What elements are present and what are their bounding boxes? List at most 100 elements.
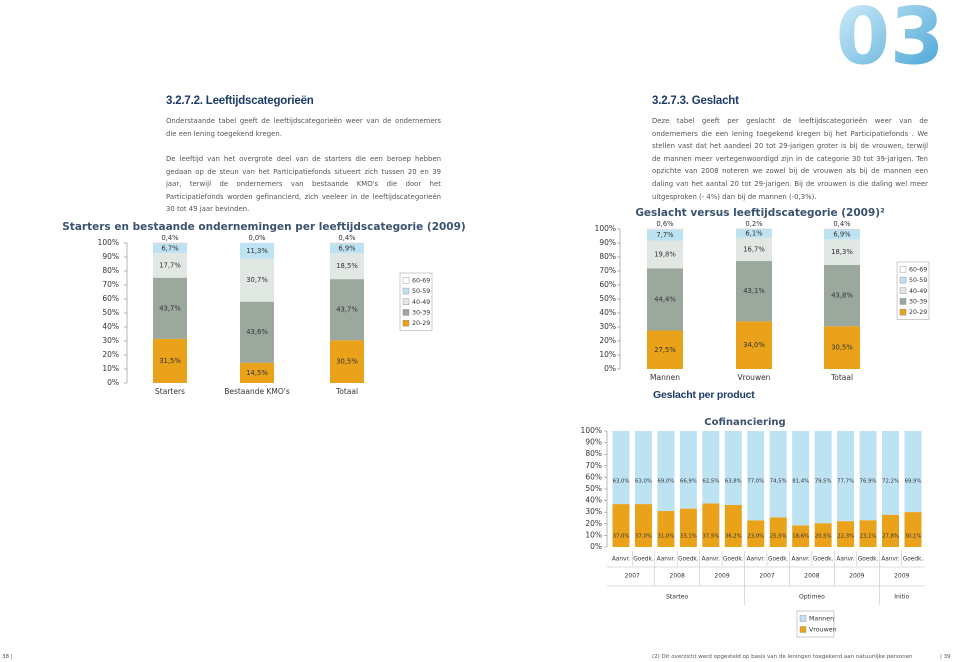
value-label: 19,8% bbox=[654, 250, 676, 258]
value-label: 25,5% bbox=[770, 534, 787, 540]
bar-segment bbox=[859, 431, 877, 521]
x-tick-label: Totaal bbox=[830, 373, 853, 382]
bar-segment bbox=[240, 242, 274, 259]
legend-label: 20-29 bbox=[412, 320, 430, 327]
bar-segment bbox=[824, 239, 860, 265]
paragraph: Deze tabel geeft per geslacht de leeftij… bbox=[652, 117, 928, 201]
y-tick-label: 70% bbox=[599, 266, 616, 275]
value-label: 16,7% bbox=[743, 245, 765, 253]
bar-segment bbox=[330, 340, 364, 383]
page-number: 38 | bbox=[2, 654, 13, 660]
legend-label: 40-49 bbox=[412, 299, 430, 306]
bar-segment bbox=[736, 237, 772, 262]
bar-segment bbox=[240, 301, 274, 363]
value-label: 0,2% bbox=[745, 220, 763, 228]
y-tick-label: 20% bbox=[102, 350, 119, 359]
value-label: 36,2% bbox=[725, 534, 742, 540]
legend-swatch bbox=[899, 287, 907, 294]
legend-swatch bbox=[402, 298, 410, 305]
value-label: 17,7% bbox=[159, 261, 181, 269]
program-label: Starteo bbox=[666, 594, 688, 601]
sub-heading: Geslacht per product bbox=[653, 389, 755, 401]
year-label: 2008 bbox=[670, 573, 685, 580]
x-tick-label: Aanvr. bbox=[881, 557, 899, 563]
legend-label: 20-29 bbox=[909, 309, 927, 316]
bar-segment bbox=[702, 431, 720, 504]
value-label: 6,1% bbox=[745, 229, 763, 237]
legend-label: 30-39 bbox=[412, 309, 430, 316]
bar-segment bbox=[330, 243, 364, 254]
value-label: 14,5% bbox=[246, 369, 268, 377]
value-label: 69,9% bbox=[905, 479, 922, 485]
x-tick-label: Mannen bbox=[650, 373, 680, 382]
paragraph: Onderstaande tabel geeft de leeftijdscat… bbox=[166, 117, 441, 138]
bar-segment bbox=[859, 520, 877, 547]
chapter-number: 03 bbox=[836, 0, 945, 82]
y-tick-label: 0% bbox=[590, 542, 602, 551]
y-tick-label: 20% bbox=[599, 336, 616, 345]
program-label: Optimeo bbox=[799, 594, 825, 601]
legend-label: 60-69 bbox=[412, 277, 430, 284]
y-tick-label: 40% bbox=[585, 496, 602, 505]
x-tick-label: Goedk. bbox=[813, 557, 834, 563]
x-tick-label: Aanvr. bbox=[702, 557, 720, 563]
y-tick-label: 100% bbox=[595, 224, 616, 233]
section-heading: 3.2.7.3. Geslacht bbox=[652, 95, 739, 107]
bar-segment bbox=[153, 252, 187, 278]
x-tick-label: Totaal bbox=[335, 387, 358, 396]
legend-label: Vrouwen bbox=[809, 627, 837, 634]
value-label: 63,0% bbox=[635, 479, 652, 485]
paragraph: De leeftijd van het overgrote deel van d… bbox=[166, 155, 441, 214]
y-tick-label: 0% bbox=[604, 364, 616, 373]
y-tick-label: 30% bbox=[599, 322, 616, 331]
bar-segment bbox=[814, 431, 832, 524]
y-tick-label: 60% bbox=[585, 472, 602, 481]
value-label: 77,0% bbox=[747, 479, 764, 485]
value-label: 43,8% bbox=[831, 292, 853, 300]
bar-segment bbox=[240, 258, 274, 302]
value-label: 6,9% bbox=[833, 231, 851, 239]
legend-label: 60-69 bbox=[909, 266, 927, 273]
bar-segment bbox=[736, 261, 772, 322]
section-heading: 3.2.7.2. Leeftijdscategorieën bbox=[166, 95, 314, 107]
y-tick-label: 10% bbox=[599, 350, 616, 359]
bar-segment bbox=[634, 431, 652, 505]
value-label: 0,0% bbox=[248, 234, 266, 242]
y-tick-label: 80% bbox=[102, 266, 119, 275]
x-tick-label: Bestaande KMO's bbox=[224, 387, 290, 396]
bar-segment bbox=[153, 243, 187, 253]
value-label: 31,5% bbox=[159, 357, 181, 365]
bar-segment bbox=[329, 242, 365, 244]
bar-segment bbox=[837, 521, 855, 547]
bar-segment bbox=[153, 338, 187, 383]
y-tick-label: 60% bbox=[599, 280, 616, 289]
year-label: 2009 bbox=[849, 573, 864, 580]
year-label: 2007 bbox=[759, 573, 774, 580]
value-label: 43,7% bbox=[159, 304, 181, 312]
bar-segment bbox=[823, 228, 861, 230]
bar-segment bbox=[736, 321, 772, 369]
value-label: 18,6% bbox=[792, 534, 809, 540]
value-label: 37,0% bbox=[635, 534, 652, 540]
value-label: 30,5% bbox=[336, 358, 358, 366]
value-label: 43,1% bbox=[743, 287, 765, 295]
value-label: 43,6% bbox=[246, 328, 268, 336]
bar-segment bbox=[647, 268, 683, 331]
bar-segment bbox=[679, 431, 697, 509]
value-label: 7,7% bbox=[656, 231, 674, 239]
bar-segment bbox=[646, 228, 684, 231]
value-label: 6,9% bbox=[338, 244, 356, 252]
chart-title: Starters en bestaande ondernemingen per … bbox=[62, 221, 465, 233]
value-label: 30,5% bbox=[831, 344, 853, 352]
value-label: 37,5% bbox=[702, 534, 719, 540]
y-tick-label: 40% bbox=[599, 308, 616, 317]
y-tick-label: 10% bbox=[102, 364, 119, 373]
value-label: 63,0% bbox=[613, 479, 630, 485]
page-number: | 39 bbox=[940, 654, 951, 660]
legend-swatch bbox=[402, 277, 410, 284]
bar-segment bbox=[612, 431, 630, 505]
bar-segment bbox=[657, 431, 675, 512]
bar-segment bbox=[882, 431, 900, 515]
y-tick-label: 30% bbox=[585, 507, 602, 516]
